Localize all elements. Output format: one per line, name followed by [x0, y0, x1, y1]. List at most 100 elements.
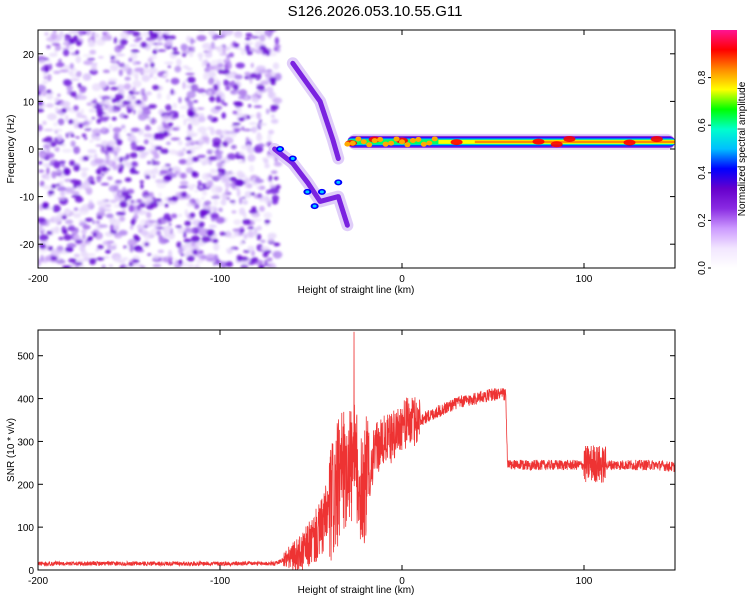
noise-blob — [137, 102, 147, 109]
noise-blob — [42, 162, 51, 168]
noise-blob — [243, 233, 248, 240]
noise-blob — [220, 99, 225, 105]
noise-blob — [204, 200, 212, 206]
noise-blob — [118, 229, 128, 236]
noise-blob-dark — [219, 231, 227, 236]
noise-blob — [230, 181, 237, 189]
colorbar-tick-label: 0.2 — [697, 213, 708, 227]
noise-blob — [115, 146, 121, 153]
x-tick-label: -100 — [210, 274, 230, 285]
noise-blob-dark — [186, 76, 196, 84]
noise-blob — [204, 52, 213, 58]
noise-blob — [120, 90, 125, 95]
noise-blob — [107, 81, 117, 85]
noise-blob — [89, 39, 94, 47]
noise-blob — [239, 207, 246, 216]
noise-blob — [266, 257, 273, 262]
noise-blob — [233, 219, 242, 226]
noise-blob — [194, 264, 201, 268]
noise-blob — [63, 167, 71, 176]
noise-blob — [208, 30, 215, 37]
noise-blob — [89, 139, 94, 143]
lower-branch-core — [272, 146, 350, 228]
noise-blob — [198, 137, 204, 145]
noise-blob — [147, 160, 151, 165]
noise-blob — [179, 180, 189, 186]
noise-blob — [122, 257, 129, 261]
noise-blob — [248, 104, 252, 108]
noise-blob — [46, 167, 50, 175]
noise-blob — [187, 100, 194, 108]
noise-blob — [248, 122, 257, 125]
noise-blob — [131, 263, 139, 268]
noise-blob-dark — [198, 221, 205, 228]
noise-blob — [242, 199, 248, 205]
noise-blob — [152, 175, 156, 179]
noise-blob-dark — [46, 230, 53, 235]
noise-blob — [213, 150, 224, 155]
noise-blob — [174, 65, 182, 73]
noise-blob — [241, 196, 246, 200]
noise-blob — [62, 48, 70, 57]
noise-blob — [161, 70, 167, 74]
noise-blob — [197, 126, 207, 134]
noise-blob-dark — [266, 50, 271, 56]
noise-blob — [137, 210, 147, 215]
noise-blob-dark — [89, 181, 96, 185]
noise-blob — [244, 181, 249, 188]
noise-blob — [242, 128, 253, 132]
noise-blob — [46, 74, 52, 82]
noise-blob — [69, 63, 74, 70]
noise-blob — [201, 173, 210, 180]
tone-band — [344, 133, 675, 150]
noise-blob — [38, 124, 43, 132]
noise-blob — [87, 177, 91, 182]
noise-blob — [263, 158, 269, 164]
noise-blob — [256, 225, 262, 231]
noise-blob-dark — [119, 201, 128, 208]
noise-blob — [38, 130, 41, 138]
noise-blob — [254, 67, 264, 73]
upper-branch — [286, 57, 345, 165]
noise-blob-dark — [221, 69, 230, 75]
noise-blob — [250, 35, 260, 39]
noise-blob — [82, 256, 90, 262]
snr-frame — [37, 329, 676, 571]
colorbar-label: Normalized spectral amplitude — [737, 81, 748, 216]
colorbar-tick-label: 0.0 — [697, 261, 708, 275]
noise-blob — [40, 254, 44, 262]
noise-blob — [170, 213, 178, 219]
noise-blob — [92, 220, 96, 225]
y-tick-label: 0 — [28, 145, 34, 156]
noise-blob — [203, 72, 209, 80]
noise-blob — [112, 57, 119, 62]
noise-blob-dark — [270, 104, 280, 110]
noise-blob — [84, 184, 91, 190]
noise-blob — [57, 118, 65, 126]
noise-blob — [113, 133, 119, 141]
noise-blob — [125, 63, 130, 72]
noise-blob — [128, 204, 135, 213]
noise-blob — [129, 240, 138, 245]
noise-blob — [202, 189, 208, 196]
noise-blob — [162, 30, 171, 33]
noise-blob-dark — [68, 119, 74, 125]
noise-blob-dark — [48, 190, 55, 195]
noise-blob — [147, 253, 152, 256]
noise-blob — [172, 102, 178, 109]
branch-hotspot-core — [290, 157, 295, 161]
noise-blob — [183, 231, 187, 239]
noise-blob — [91, 83, 102, 92]
noise-blob — [55, 183, 61, 187]
noise-blob — [79, 115, 87, 119]
noise-blob-dark — [110, 86, 119, 91]
noise-blob — [70, 67, 78, 72]
noise-blob — [255, 176, 261, 182]
noise-blob-dark — [242, 218, 251, 225]
noise-blob — [124, 83, 131, 90]
noise-blob — [41, 90, 47, 97]
noise-blob — [98, 206, 106, 212]
noise-blob — [57, 186, 67, 192]
noise-blob — [197, 154, 206, 159]
noise-blob — [144, 126, 152, 131]
